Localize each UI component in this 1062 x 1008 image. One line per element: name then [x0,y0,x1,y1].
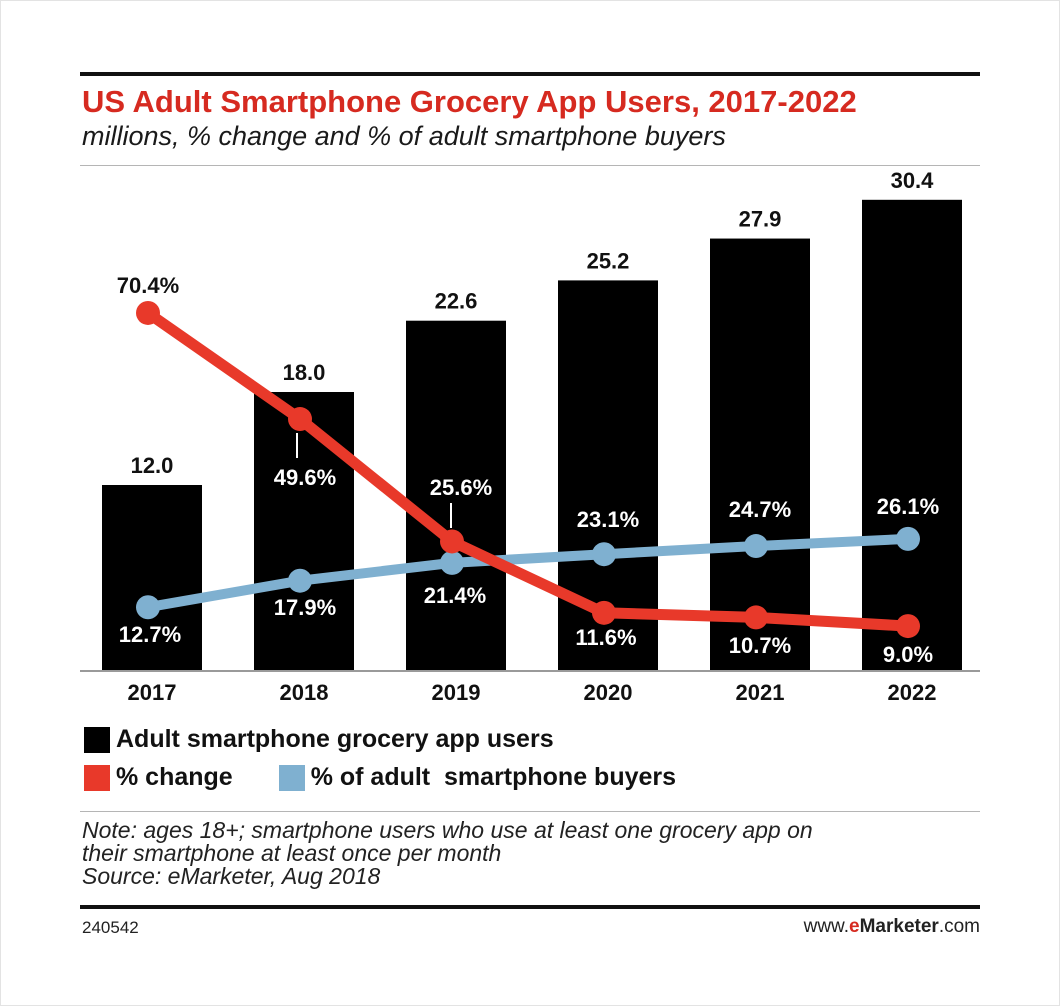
percent-change-point-2021 [744,605,768,630]
brand-url: www.eMarketer.com [804,916,980,938]
combo-chart: 12.0 18.0 22.6 25.2 27.9 30.4 2017 2018 2019 2020… [80,168,980,705]
change-label-2019: 25.6% [430,475,492,500]
legend-swatch-change [84,764,110,791]
buyers-label-2022: 26.1% [877,494,939,519]
buyers-share-point-2021 [744,534,768,559]
buyers-label-2021: 24.7% [729,497,791,522]
note-rule [80,811,980,812]
chart-note: Note: ages 18+; smartphone users who use… [82,819,982,888]
brand-prefix: www. [803,916,850,937]
buyers-label-2020: 23.1% [577,507,639,532]
buyers-share-point-2020 [592,542,616,567]
change-label-2022: 9.0% [883,642,933,667]
legend-row-2: % change % of adult smartphone buyers [84,763,722,792]
x-tick-2017: 2017 [128,680,177,705]
brand-e: e [849,916,860,937]
bar-label-2020: 25.2 [587,248,630,273]
x-tick-2020: 2020 [584,680,633,705]
legend-label-buyers: % of adult smartphone buyers [310,763,677,791]
chart-subtitle: millions, % change and % of adult smartp… [82,121,726,151]
x-tick-2019: 2019 [432,680,481,705]
bottom-rule [80,905,980,909]
bar-2018 [254,392,354,671]
change-label-2017: 70.4% [117,273,179,298]
buyers-label-2018: 17.9% [274,595,336,620]
subtitle-rule [80,165,980,166]
buyers-share-line [143,533,913,613]
bar-label-2018: 18.0 [283,360,326,385]
buyers-label-2019: 21.4% [424,583,486,608]
bar-2021 [710,238,810,672]
source-line: Source: eMarketer, Aug 2018 [82,863,381,889]
percent-change-line [142,307,914,632]
bar-2017 [102,485,202,671]
bar-2019 [406,320,506,671]
bar-2022 [862,199,962,672]
percent-change-point-2019 [440,529,464,554]
legend-swatch-buyers [278,764,305,791]
bar-label-2019: 22.6 [435,289,478,314]
bar-label-2017: 12.0 [131,453,174,478]
top-rule [80,72,980,76]
buyers-share-point-2017 [136,595,160,620]
x-tick-2022: 2022 [888,680,937,705]
x-tick-2021: 2021 [736,680,785,705]
legend-swatch-users [84,726,110,753]
note-line-1: Note: ages 18+; smartphone users who use… [82,817,813,843]
chart-title: US Adult Smartphone Grocery App Users, 2… [82,84,857,119]
change-label-2021: 10.7% [729,633,791,658]
brand-name: Marketer [859,916,939,937]
legend-label-users: Adult smartphone grocery app users [116,725,554,753]
buyers-share-point-2019 [440,550,464,575]
buyers-share-point-2018 [288,568,312,593]
percent-change-point-2022 [896,614,920,639]
bar-label-2021: 27.9 [739,207,782,232]
note-line-2: their smartphone at least once per month [82,840,502,866]
chart-id: 240542 [82,918,139,937]
percent-change-point-2018 [288,407,312,432]
bar-label-2022: 30.4 [891,168,935,193]
buyers-label-2017: 12.7% [119,622,181,647]
legend-label-change: % change [116,763,233,791]
percent-change-point-2017 [136,300,160,325]
x-tick-2018: 2018 [280,680,329,705]
legend-row-1: Adult smartphone grocery app users [84,725,600,754]
change-label-2018: 49.6% [274,465,336,490]
buyers-share-point-2022 [896,526,920,551]
brand-suffix: .com [938,916,980,937]
change-label-2020: 11.6% [575,625,636,650]
percent-change-point-2020 [592,600,616,625]
